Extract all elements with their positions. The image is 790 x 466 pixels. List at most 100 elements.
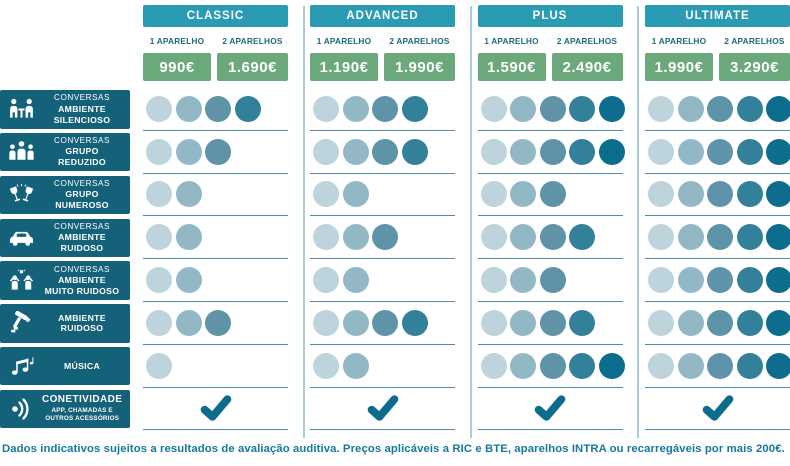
rating-dot xyxy=(648,181,674,208)
rating-dot xyxy=(648,138,674,165)
column-divider xyxy=(302,6,305,438)
rating-cell-advanced-row7 xyxy=(310,345,455,388)
connectivity-waves-icon xyxy=(0,397,42,421)
feature-title: GRUPO xyxy=(65,146,99,157)
rating-cell-advanced-row4 xyxy=(310,216,455,260)
rating-cell-plus-row8 xyxy=(477,388,623,431)
rating-cell-plus-row7 xyxy=(477,345,625,388)
rating-cell-advanced-row5 xyxy=(310,259,455,302)
feature-label-row8: CONETIVIDADE APP, CHAMADAS E OUTROS ACESSÓ… xyxy=(0,389,130,429)
rating-dot xyxy=(648,309,674,336)
rating-dot xyxy=(510,224,536,251)
rating-dot xyxy=(480,309,507,336)
rating-cell-classic-row6 xyxy=(143,302,288,345)
rating-dot xyxy=(648,224,674,251)
rating-dot xyxy=(480,224,507,251)
rating-dot xyxy=(205,138,231,165)
feature-title: RUIDOSO xyxy=(60,323,104,334)
feature-label-row7: MÚSICA xyxy=(0,347,130,386)
rating-dot xyxy=(205,95,231,122)
rating-dot xyxy=(372,309,398,336)
plan-header-classic: CLASSIC xyxy=(143,5,288,27)
price-2-aparelhos-plus: 2.490€ xyxy=(551,53,623,81)
rating-dot xyxy=(569,309,595,336)
rating-dot xyxy=(677,267,704,294)
feature-title: CONETIVIDADE xyxy=(42,394,123,406)
price-2-aparelhos-classic: 1.690€ xyxy=(217,53,288,81)
rating-cell-classic-row3 xyxy=(143,174,288,217)
rating-dot xyxy=(766,138,790,165)
feature-pre-label: CONVERSAS xyxy=(54,136,110,146)
feature-pre-label: CONVERSAS xyxy=(54,221,110,231)
rating-dot xyxy=(539,138,566,165)
rating-dot xyxy=(677,352,704,379)
rating-dot xyxy=(539,181,566,208)
rating-dot xyxy=(766,224,790,251)
rating-cell-classic-row7 xyxy=(143,345,288,388)
rating-cell-classic-row4 xyxy=(143,216,288,260)
feature-pre-label: CONVERSAS xyxy=(54,93,110,103)
rating-dot xyxy=(736,224,763,251)
feature-label-row5: CONVERSAS AMBIENTE MUITO RUIDOSO xyxy=(0,261,130,300)
rating-dot xyxy=(736,181,763,208)
rating-dot xyxy=(539,224,566,251)
tools-hammer-icon xyxy=(0,311,42,335)
rating-dot xyxy=(146,309,172,336)
price-1-aparelho-advanced: 1.190€ xyxy=(310,53,378,81)
rating-dot xyxy=(598,95,625,122)
rating-dot xyxy=(569,95,595,122)
price-1-aparelho-classic: 990€ xyxy=(143,53,211,81)
rating-dot xyxy=(372,224,398,251)
rating-dot xyxy=(175,309,202,336)
rating-dot xyxy=(707,181,733,208)
rating-cell-advanced-row6 xyxy=(310,302,455,345)
feature-title: MÚSICA xyxy=(63,360,101,371)
rating-cell-ultimate-row4 xyxy=(645,216,790,260)
rating-dot xyxy=(648,95,674,122)
rating-dot xyxy=(510,181,536,208)
rating-cell-plus-row4 xyxy=(477,216,623,260)
rating-dot xyxy=(342,181,369,208)
rating-dot xyxy=(510,267,536,294)
rating-dot xyxy=(480,138,507,165)
rating-dot xyxy=(539,352,566,379)
unit-label-1-aparelho: 1 APARELHO xyxy=(484,36,539,46)
check-icon xyxy=(532,394,568,422)
rating-dot xyxy=(205,309,231,336)
unit-label-2-aparelhos: 2 APARELHOS xyxy=(556,36,618,46)
unit-label-2-aparelhos: 2 APARELHOS xyxy=(389,36,450,46)
feature-pre-label: CONVERSAS xyxy=(54,264,110,274)
price-1-aparelho-plus: 1.590€ xyxy=(477,53,546,81)
rating-cell-plus-row3 xyxy=(477,174,623,217)
rating-dot xyxy=(707,352,733,379)
rating-cell-advanced-row8 xyxy=(310,388,455,431)
rating-dot xyxy=(677,224,704,251)
rating-dot xyxy=(707,224,733,251)
rating-dot xyxy=(146,267,172,294)
rating-dot xyxy=(175,138,202,165)
rating-dot xyxy=(372,138,398,165)
unit-label-1-aparelho: 1 APARELHO xyxy=(149,36,205,46)
rating-dot xyxy=(510,95,536,122)
rating-dot xyxy=(539,95,566,122)
feature-text: MÚSICA xyxy=(42,361,130,372)
price-2-aparelhos-advanced: 1.990€ xyxy=(384,53,455,81)
rating-dot xyxy=(736,95,763,122)
car-icon xyxy=(0,226,42,250)
rating-dot xyxy=(313,224,339,251)
feature-title: RUIDOSO xyxy=(60,242,104,253)
rating-dot xyxy=(234,95,261,122)
rating-dot xyxy=(342,95,369,122)
rating-dot xyxy=(677,309,704,336)
rating-dot xyxy=(146,138,172,165)
rating-dot xyxy=(313,138,339,165)
rating-cell-ultimate-row6 xyxy=(645,302,790,345)
feature-label-row6: AMBIENTE RUIDOSO xyxy=(0,304,130,343)
unit-label-1-aparelho: 1 APARELHO xyxy=(316,36,372,46)
rating-dot xyxy=(539,267,566,294)
rating-dot xyxy=(539,309,566,336)
rating-cell-plus-row1 xyxy=(477,88,625,131)
rating-dot xyxy=(766,309,790,336)
rating-dot xyxy=(648,352,674,379)
rating-cell-classic-row8 xyxy=(143,388,288,431)
